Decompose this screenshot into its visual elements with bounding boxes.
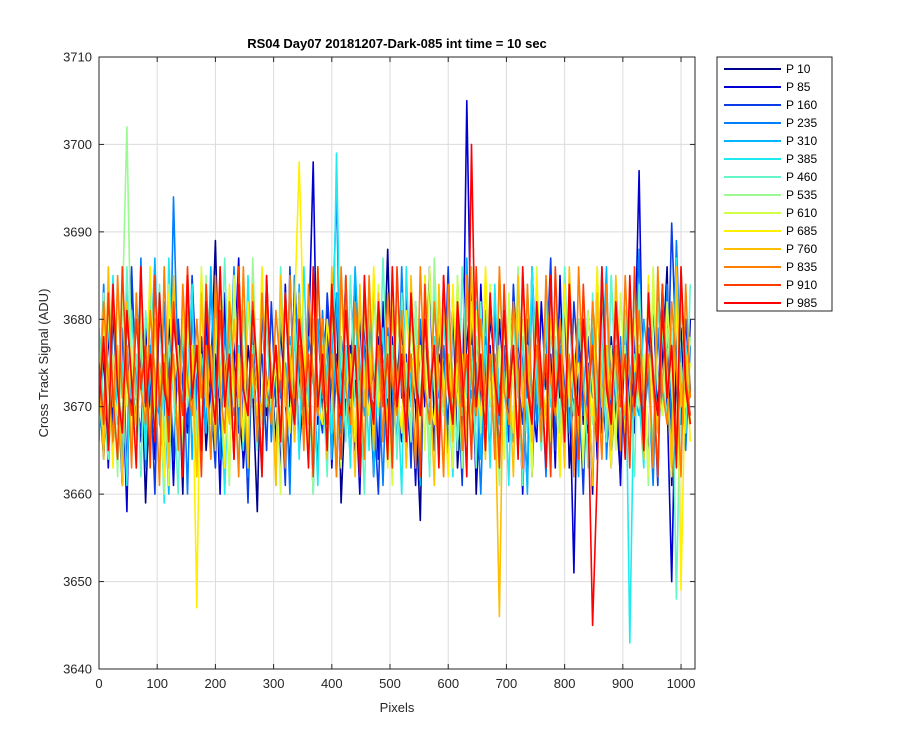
legend-label-p-235: P 235 xyxy=(786,116,817,130)
legend-label-p-310: P 310 xyxy=(786,134,817,148)
y-tick-label: 3660 xyxy=(63,487,92,502)
legend-label-p-10: P 10 xyxy=(786,62,811,76)
x-tick-label: 400 xyxy=(321,676,343,691)
x-tick-label: 800 xyxy=(554,676,576,691)
y-tick-label: 3690 xyxy=(63,224,92,239)
legend-label-p-910: P 910 xyxy=(786,278,817,292)
legend-label-p-685: P 685 xyxy=(786,224,817,238)
x-tick-label: 200 xyxy=(205,676,227,691)
legend-box xyxy=(716,56,833,312)
x-tick-label: 500 xyxy=(379,676,401,691)
x-tick-label: 0 xyxy=(95,676,102,691)
plot-area: 0 100 200 300 400 500 600 700 800 900 1000 3640 365… xyxy=(63,50,696,691)
x-tick-label: 100 xyxy=(146,676,168,691)
legend-label-p-985: P 985 xyxy=(786,296,817,310)
x-axis-label: Pixels xyxy=(380,700,415,715)
legend-label-p-760: P 760 xyxy=(786,242,817,256)
legend-label-p-610: P 610 xyxy=(786,206,817,220)
y-tick-label: 3650 xyxy=(63,574,92,589)
y-tick-label: 3680 xyxy=(63,312,92,327)
series-line-p-985 xyxy=(99,143,692,627)
y-tick-label: 3700 xyxy=(63,137,92,152)
y-tick-label: 3670 xyxy=(63,399,92,414)
y-tick-label: 3710 xyxy=(63,50,92,65)
legend-label-p-535: P 535 xyxy=(786,188,817,202)
axes-box xyxy=(98,56,696,670)
legend-label-p-460: P 460 xyxy=(786,170,817,184)
x-tick-label: 600 xyxy=(437,676,459,691)
x-tick-label: 700 xyxy=(496,676,518,691)
legend-label-p-85: P 85 xyxy=(786,80,811,94)
chart-title: RS04 Day07 20181207-Dark-085 int time = … xyxy=(247,36,547,51)
legend-label-p-385: P 385 xyxy=(786,152,817,166)
x-axis-ticks: 0 100 200 300 400 500 600 700 800 900 1000 xyxy=(95,57,695,691)
y-axis-ticks: 3640 3650 3660 3670 3680 3690 3700 3710 xyxy=(63,50,695,677)
legend-label-p-160: P 160 xyxy=(786,98,817,112)
legend-label-p-835: P 835 xyxy=(786,260,817,274)
y-axis-label: Cross Track Signal (ADU) xyxy=(36,289,51,438)
y-tick-label: 3640 xyxy=(63,662,92,677)
series-group xyxy=(99,99,692,644)
x-tick-label: 1000 xyxy=(667,676,696,691)
legend: P 10 P 85 P 160 P 235 P 310 P 385 P 460 P 535 P … xyxy=(716,56,833,312)
x-tick-label: 300 xyxy=(263,676,285,691)
x-tick-label: 900 xyxy=(612,676,634,691)
